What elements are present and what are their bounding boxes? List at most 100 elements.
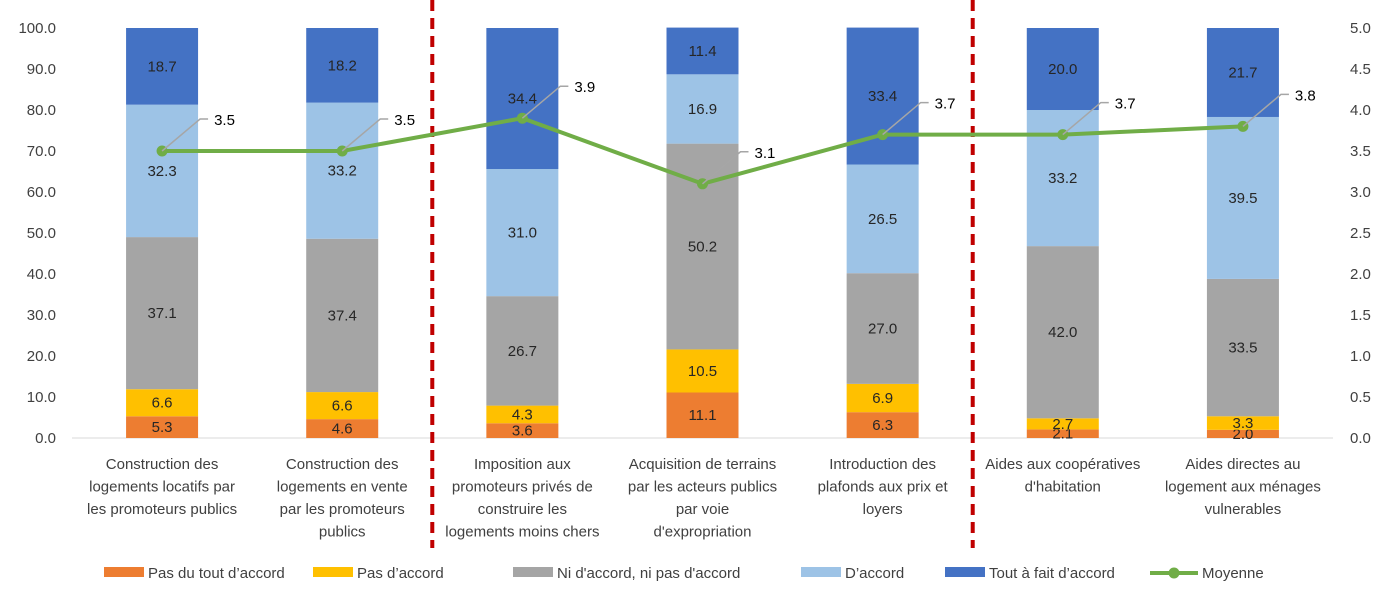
left-axis-tick: 90.0 [27, 61, 56, 78]
legend-swatch [313, 567, 353, 577]
bar-value-label: 33.2 [328, 163, 357, 180]
bar-segment [126, 237, 199, 390]
average-value-label: 3.5 [214, 112, 235, 129]
bar-segment [306, 238, 379, 393]
category-label-line: par les acteurs publics [628, 479, 777, 496]
left-axis-tick: 10.0 [27, 389, 56, 406]
bar-value-label: 33.5 [1228, 340, 1257, 357]
bar-value-label: 20.0 [1048, 61, 1077, 78]
bar-value-label: 5.3 [152, 419, 173, 436]
bar-segment [846, 383, 919, 413]
category-label-line: Construction des [286, 456, 399, 473]
category-label-line: Introduction des [829, 456, 936, 473]
left-axis-tick: 0.0 [35, 430, 56, 447]
category-labels: Construction des logements locatifs par le… [87, 456, 1321, 541]
bar-segment [126, 28, 199, 105]
category-label: Acquisition de terrains par les acteurs p… [628, 456, 777, 541]
category-label-line: promoteurs privés de [452, 479, 593, 496]
bar-value-label: 32.3 [147, 163, 176, 180]
average-leader-line [1062, 101, 1109, 136]
average-line: 3.5 3.5 3.9 3.1 3.7 3.7 3.8 [156, 79, 1316, 190]
category-label: Construction des logements en vente par le… [277, 456, 408, 541]
bar-segment [666, 27, 739, 75]
left-axis: 0.0 10.0 20.0 30.0 40.0 50.0 60.0 70.0 80.0 90.0 1… [18, 20, 1333, 447]
category-label-line: d'expropriation [654, 524, 752, 541]
left-axis-tick: 50.0 [27, 225, 56, 242]
category-label-line: Aides directes au [1185, 456, 1300, 473]
bar-segment [306, 102, 379, 239]
bar-value-label: 42.0 [1048, 324, 1077, 341]
bar-segment [666, 74, 739, 144]
average-leader-line [341, 118, 389, 152]
category-label: Aides directes au logement aux ménages vul… [1165, 456, 1321, 518]
category-label-line: Acquisition de terrains [629, 456, 777, 473]
bar-segment [846, 273, 919, 384]
category-label-line: publics [319, 524, 366, 541]
bar-segment [306, 28, 379, 103]
right-axis-tick: 1.0 [1350, 348, 1371, 365]
legend-label: D’accord [845, 565, 904, 582]
bar-segment [666, 349, 739, 393]
bar-segment [486, 296, 559, 406]
bar-segment [126, 416, 199, 438]
bar-value-label: 6.3 [872, 417, 893, 434]
bar-value-label: 3.3 [1232, 415, 1253, 432]
bar-segment [306, 419, 379, 438]
category-label: Introduction des plafonds aux prix et loye… [818, 456, 949, 518]
right-axis: 0.0 0.5 1.0 1.5 2.0 2.5 3.0 3.5 4.0 4.5 5.0 [1350, 20, 1371, 447]
category-label-line: construire les [478, 501, 567, 518]
category-label-line: logements en vente [277, 479, 408, 496]
bar-value-label: 2.0 [1232, 426, 1253, 443]
bar-segment [126, 389, 199, 417]
category-label-line: plafonds aux prix et [818, 479, 949, 496]
bar-segment [1206, 116, 1279, 279]
bar-value-label: 18.2 [328, 57, 357, 74]
bar-value-label: 6.9 [872, 390, 893, 407]
average-value-label: 3.5 [394, 112, 415, 129]
legend-swatch [513, 567, 553, 577]
category-label-line: logement aux ménages [1165, 479, 1321, 496]
average-leader-line [882, 101, 929, 136]
group-separators [430, 0, 975, 548]
bar-segment [486, 423, 559, 438]
average-value-label: 3.9 [574, 79, 595, 96]
category-label-line: Aides aux coopératives [985, 456, 1140, 473]
bar-segment [126, 104, 199, 238]
right-axis-tick: 0.5 [1350, 389, 1371, 406]
bar-value-label: 50.2 [688, 239, 717, 256]
left-axis-tick: 20.0 [27, 348, 56, 365]
category-label-line: les promoteurs publics [87, 501, 237, 518]
bar-value-label: 10.5 [688, 363, 717, 380]
legend-swatch [801, 567, 841, 577]
bar-value-label: 4.3 [512, 406, 533, 423]
bar-value-label: 37.4 [328, 307, 357, 324]
bar-value-label: 4.6 [332, 421, 353, 438]
right-axis-tick: 4.5 [1350, 61, 1371, 78]
legend-swatch [945, 567, 985, 577]
bar-value-label: 39.5 [1228, 190, 1257, 207]
bar-segment [1206, 28, 1279, 117]
bar-segment [1206, 278, 1279, 417]
average-leader-line [161, 118, 209, 152]
bar-value-label: 26.5 [868, 211, 897, 228]
average-leader-line [521, 85, 569, 119]
right-axis-tick: 3.0 [1350, 184, 1371, 201]
bar-segment [306, 392, 379, 420]
bar-segment [1026, 429, 1099, 438]
category-label-line: vulnerables [1205, 501, 1282, 518]
category-label-line: par les promoteurs [280, 501, 405, 518]
stacked-bars: 5.36.637.132.318.74.66.637.433.218.23.64… [126, 27, 1279, 443]
right-axis-tick: 3.5 [1350, 143, 1371, 160]
bar-segment [1026, 418, 1099, 430]
bar-value-label: 21.7 [1228, 64, 1257, 81]
average-value-label: 3.7 [1115, 96, 1136, 113]
bar-value-label: 3.6 [512, 423, 533, 440]
legend: Pas du tout d’accord Pas d’accord Ni d'acc… [104, 565, 1264, 582]
category-label-line: Imposition aux [474, 456, 571, 473]
category-label: Aides aux coopératives d'habitation [985, 456, 1140, 496]
right-axis-tick: 0.0 [1350, 430, 1371, 447]
bar-segment [846, 164, 919, 274]
average-value-label: 3.1 [755, 145, 776, 162]
category-label-line: d'habitation [1025, 479, 1101, 496]
